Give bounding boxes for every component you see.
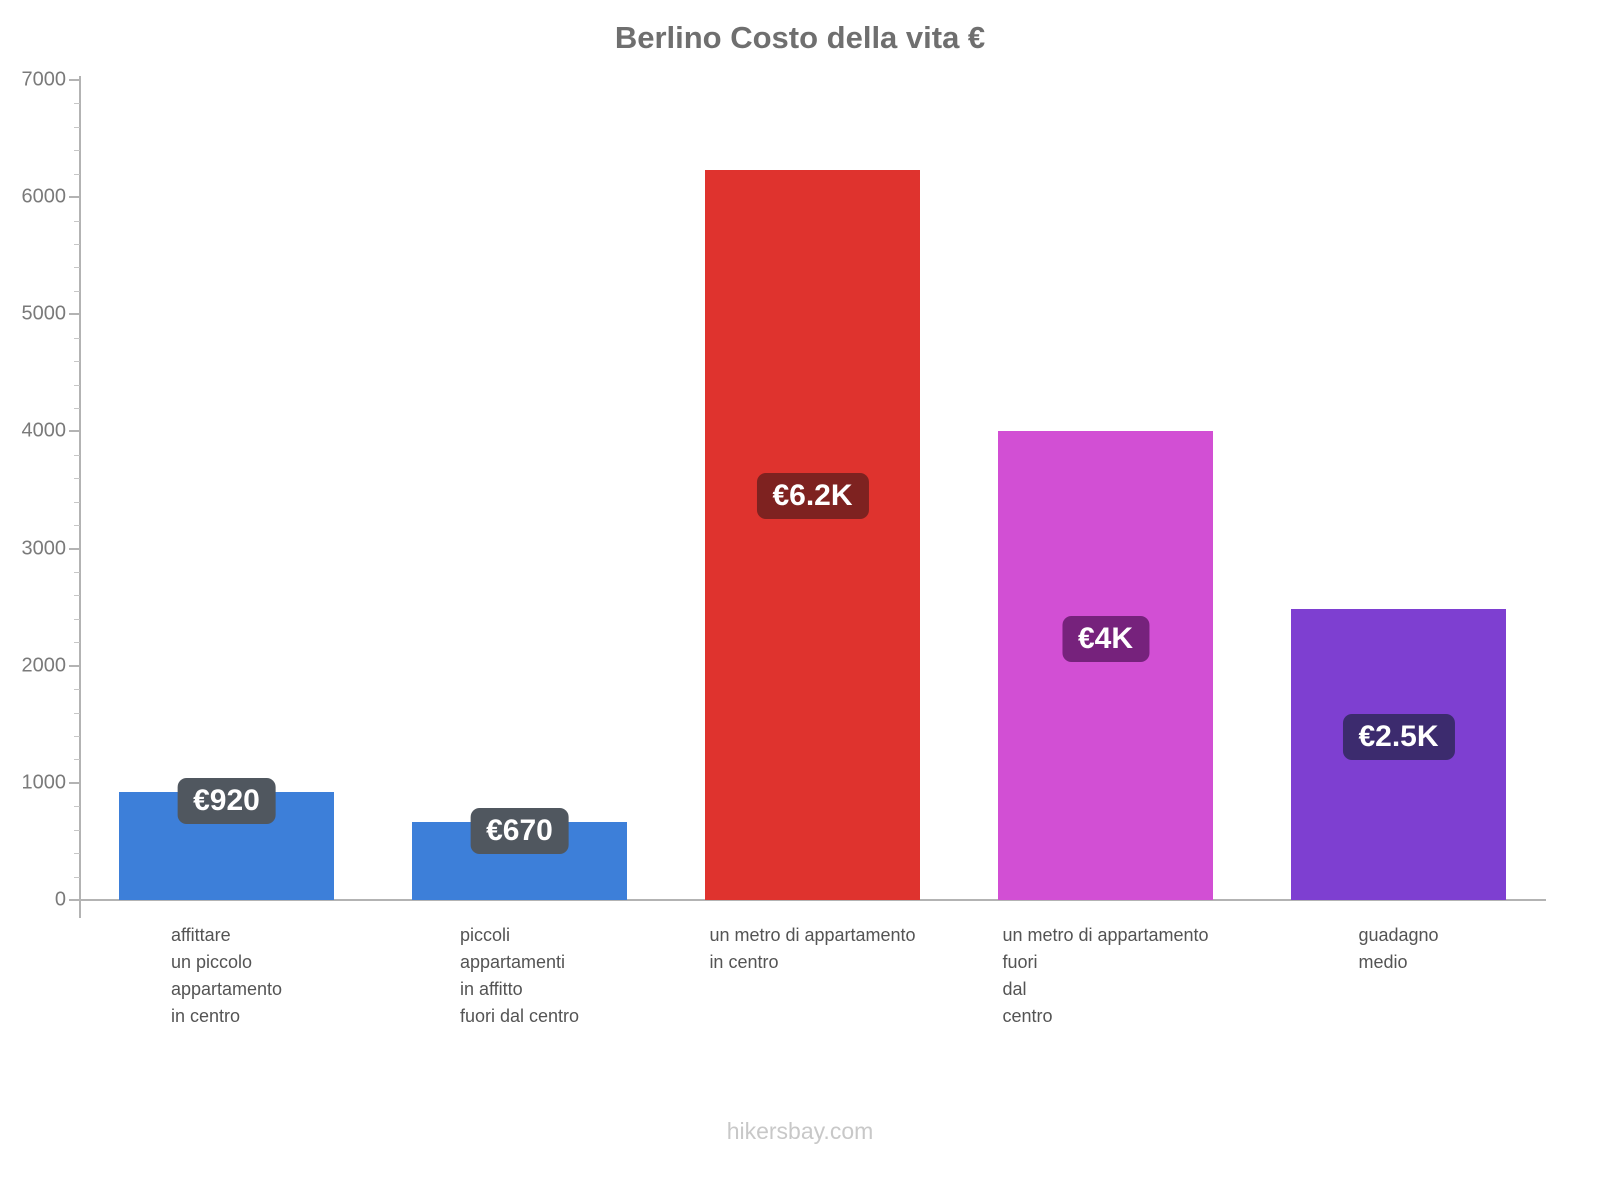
y-axis-major-tick — [69, 430, 80, 433]
y-axis-minor-tick — [74, 829, 80, 831]
y-axis-minor-tick — [74, 408, 80, 409]
y-axis-minor-tick — [74, 150, 80, 152]
category-label-line: un metro di appartamento — [1002, 925, 1209, 945]
category-label-0: affittare un piccolo appartamento in centro — [171, 922, 282, 1030]
y-axis-minor-tick — [74, 712, 80, 714]
category-label-line: fuori — [1002, 952, 1038, 972]
y-axis-minor-tick — [74, 501, 80, 503]
category-label-line: un metro di appartamento — [709, 925, 916, 945]
y-axis-minor-tick — [74, 454, 80, 456]
bar-0: €920 — [119, 778, 334, 900]
chart-title: Berlino Costo della vita € — [614, 20, 986, 55]
y-axis-minor-tick — [74, 642, 80, 644]
y-axis-minor-tick — [74, 525, 80, 527]
y-axis-minor-tick — [74, 384, 80, 386]
y-axis-minor-tick — [74, 267, 80, 269]
category-label-3: un metro di appartamento fuori dal centro — [1002, 922, 1208, 1030]
category-label-2: un metro di appartamento in centro — [709, 922, 915, 976]
y-axis-line — [79, 76, 81, 918]
y-axis-tick-label: 0 — [54, 888, 66, 911]
y-axis-minor-tick — [74, 853, 80, 855]
value-label-1: €670 — [470, 807, 569, 854]
category-label-line: in affitto — [459, 979, 523, 999]
category-label-line: un piccolo — [170, 952, 253, 972]
y-axis-tick-label: 7000 — [21, 68, 67, 91]
category-label-line: centro — [1002, 1006, 1053, 1026]
bar-3: €4K — [998, 431, 1213, 900]
y-axis-tick-label: 3000 — [21, 537, 67, 560]
y-axis-minor-tick — [74, 689, 80, 691]
y-axis-minor-tick — [74, 244, 80, 245]
y-axis-minor-tick — [74, 361, 80, 363]
value-label-2: €6.2K — [756, 472, 869, 519]
y-axis-major-tick — [69, 664, 80, 667]
y-axis-major-tick — [69, 79, 80, 81]
y-axis-major-tick — [69, 196, 80, 199]
y-axis-minor-tick — [74, 478, 80, 480]
y-axis-minor-tick — [74, 572, 80, 573]
watermark: hikersbay.com — [726, 1118, 874, 1144]
y-axis-major-tick — [69, 547, 80, 550]
y-axis-minor-tick — [74, 290, 80, 292]
y-axis-minor-tick — [74, 876, 80, 878]
y-axis-minor-tick — [74, 618, 80, 620]
category-label-line: appartamento — [170, 979, 283, 999]
y-axis-minor-tick — [74, 595, 80, 597]
y-axis-tick-label: 6000 — [21, 185, 67, 208]
category-label-1: piccoli appartamenti in affitto fuori dal c… — [460, 922, 579, 1030]
bar-1: €670 — [412, 807, 627, 900]
y-axis-tick-label: 5000 — [21, 302, 67, 325]
category-label-line: in centro — [709, 952, 779, 972]
category-label-4: guadagno medio — [1358, 922, 1438, 976]
y-axis-major-tick — [69, 899, 80, 901]
category-label-line: affittare — [170, 925, 231, 945]
y-axis-tick-label: 2000 — [21, 654, 67, 677]
y-axis-minor-tick — [74, 103, 80, 105]
y-axis-minor-tick — [74, 736, 80, 737]
y-axis-tick-label: 4000 — [21, 419, 67, 442]
value-label-3: €4K — [1061, 616, 1150, 663]
value-label-4: €2.5K — [1342, 714, 1455, 761]
category-label-line: dal — [1002, 979, 1027, 999]
bar-4: €2.5K — [1291, 609, 1506, 900]
x-axis-line — [76, 899, 1546, 901]
category-label-line: fuori dal centro — [459, 1006, 580, 1026]
category-label-line: in centro — [170, 1006, 241, 1026]
y-axis-major-tick — [69, 313, 80, 316]
y-axis-minor-tick — [74, 337, 80, 339]
bar-2: €6.2K — [705, 170, 920, 900]
y-axis-minor-tick — [74, 806, 80, 808]
category-label-line: medio — [1358, 952, 1408, 972]
y-axis-minor-tick — [74, 173, 80, 175]
y-axis-minor-tick — [74, 759, 80, 761]
category-label-line: piccoli — [459, 925, 510, 945]
category-label-line: appartamenti — [459, 952, 566, 972]
y-axis-minor-tick — [74, 126, 80, 128]
value-label-0: €920 — [177, 778, 276, 825]
y-axis-major-tick — [69, 781, 80, 784]
y-axis-tick-label: 1000 — [21, 771, 67, 794]
category-label-line: guadagno — [1358, 925, 1439, 945]
y-axis-minor-tick — [74, 220, 80, 222]
